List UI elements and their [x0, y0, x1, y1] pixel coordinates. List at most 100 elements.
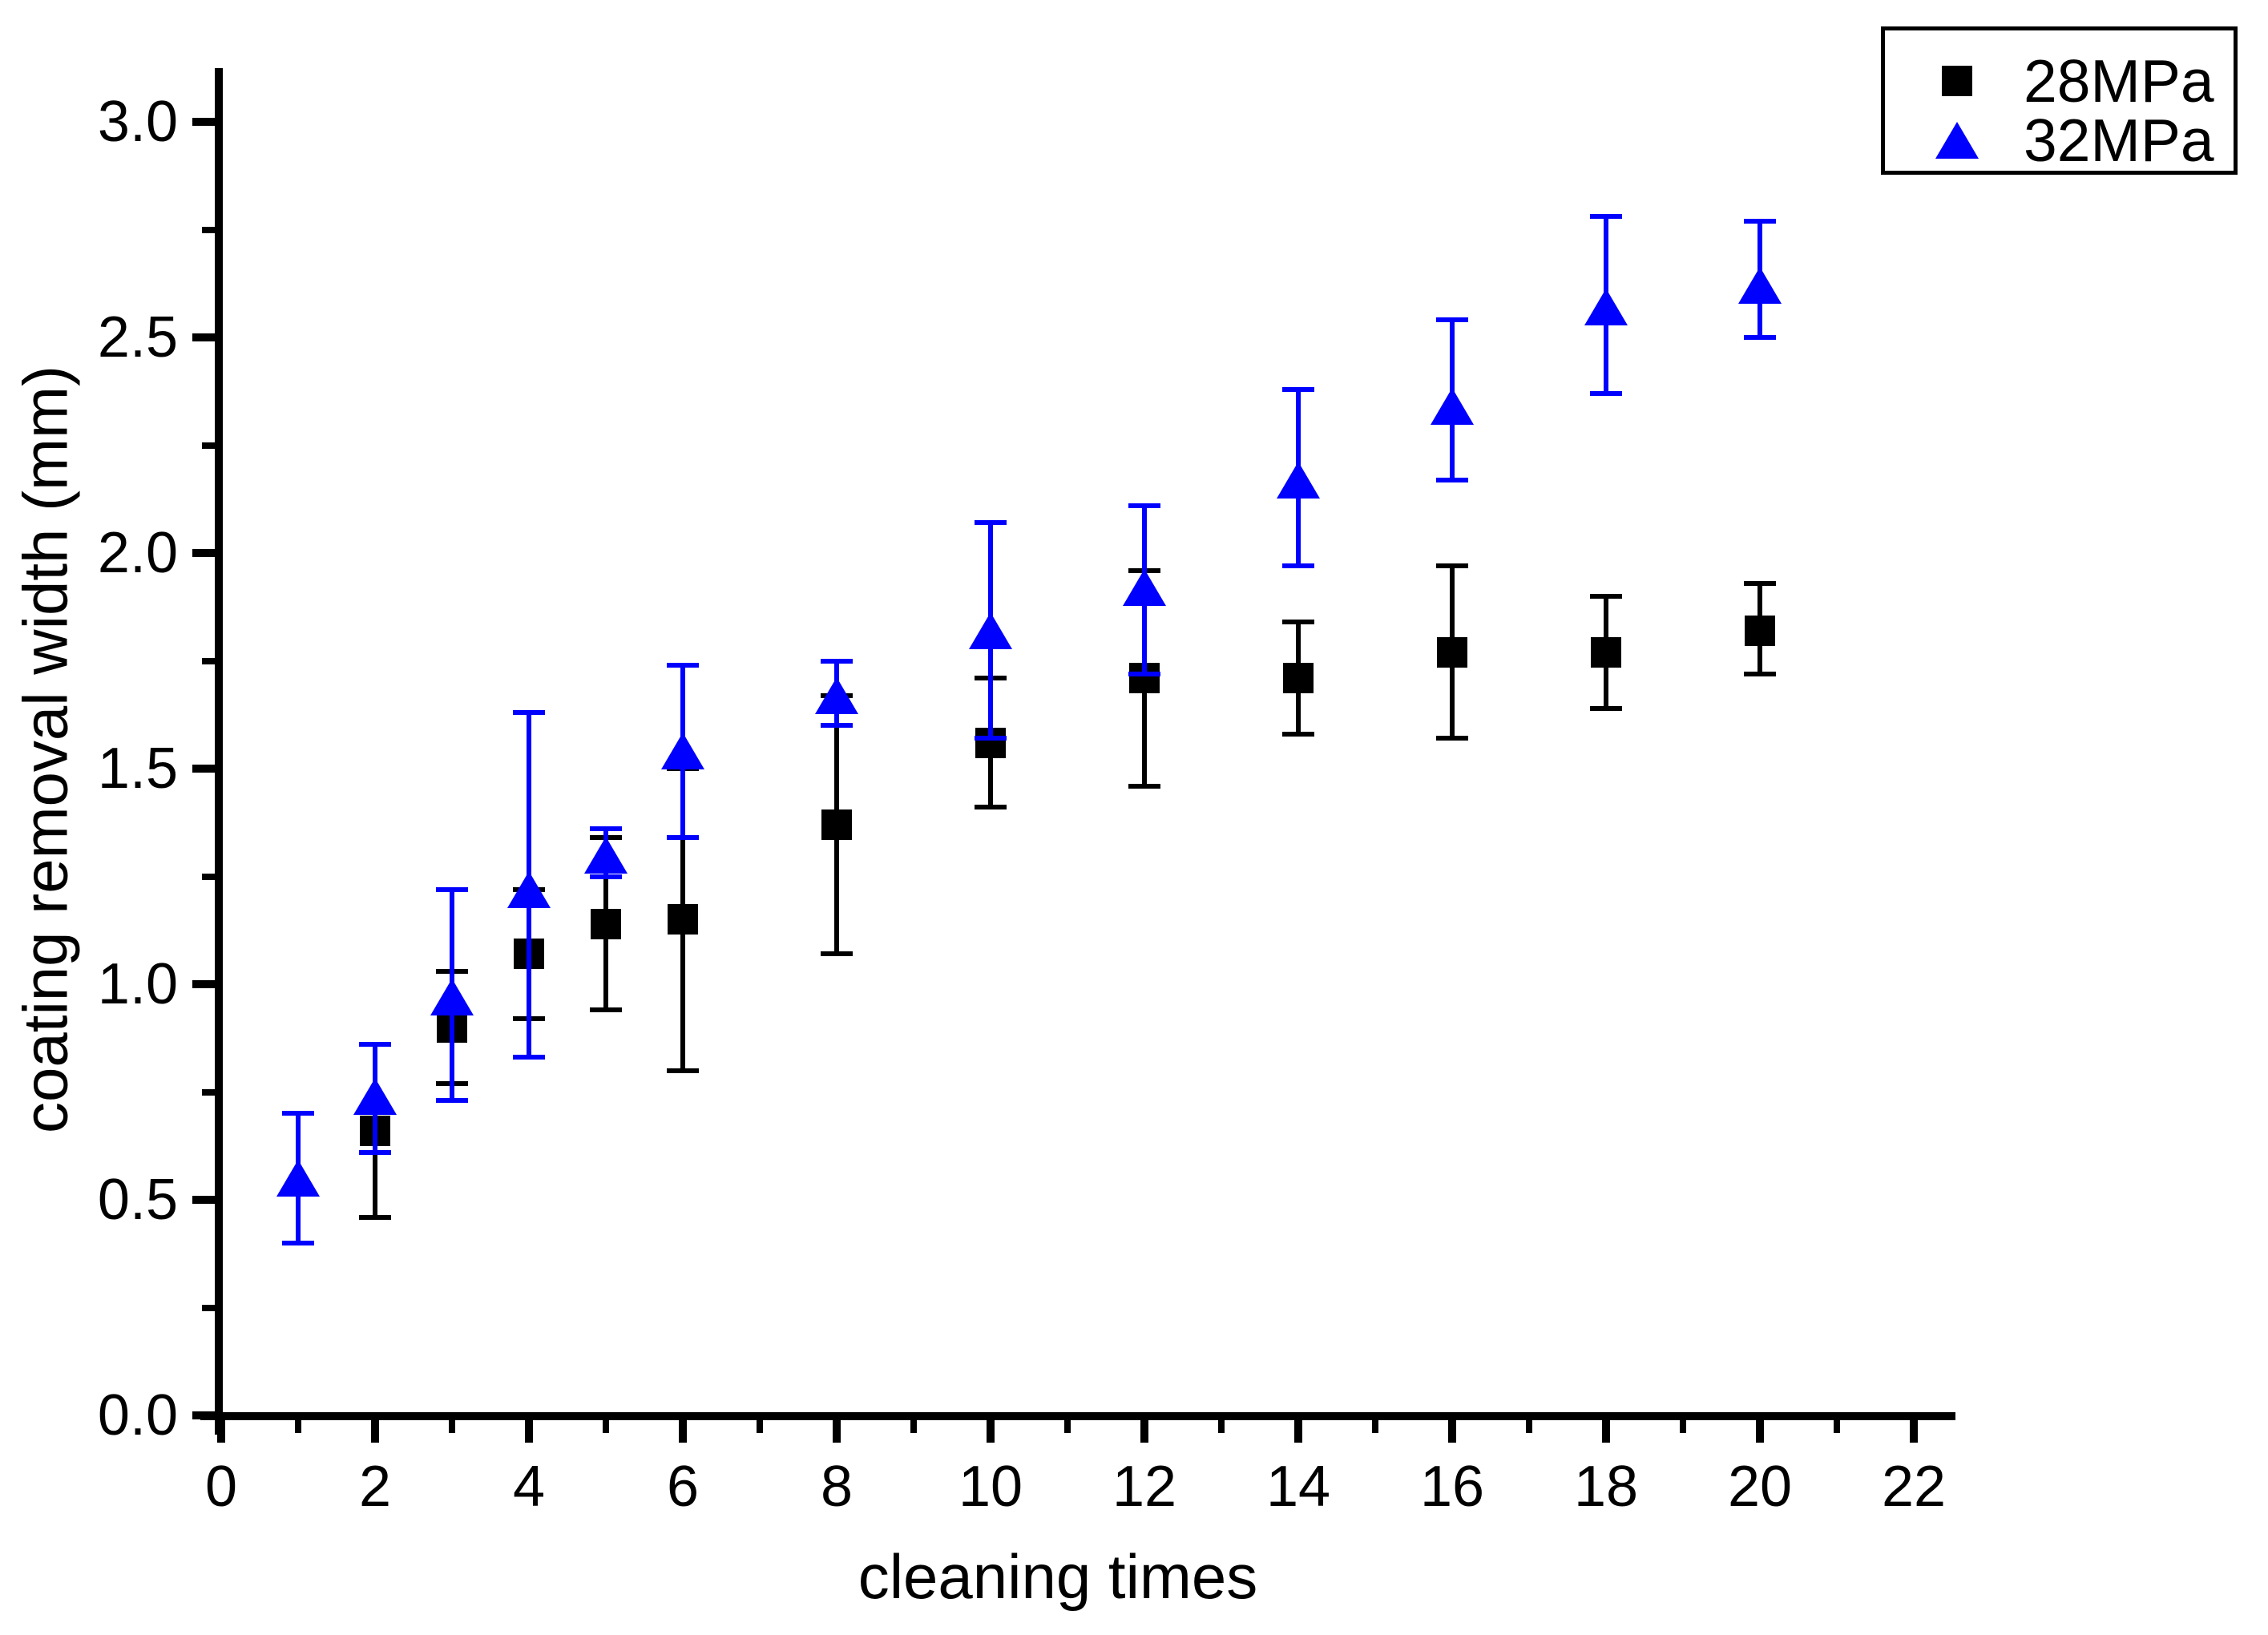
error-cap-top-32MPa: [1436, 317, 1468, 323]
error-cap-top-32MPa: [1590, 214, 1622, 220]
data-point-32MPa: [276, 1160, 320, 1197]
error-cap-bottom-32MPa: [359, 1149, 391, 1155]
y-minor-tick: [202, 226, 215, 233]
error-cap-top-28MPa: [1436, 563, 1468, 569]
legend-label-32mpa: 32MPa: [2024, 107, 2214, 174]
x-tick-label: 12: [1112, 1455, 1177, 1519]
x-minor-tick: [1526, 1420, 1532, 1433]
legend: 28MPa 32MPa: [1881, 26, 2238, 175]
error-cap-top-32MPa: [667, 662, 699, 668]
x-minor-tick: [449, 1420, 455, 1433]
data-point-32MPa: [1584, 289, 1628, 326]
error-cap-bottom-28MPa: [1282, 731, 1314, 737]
error-cap-top-28MPa: [1590, 593, 1622, 599]
x-minor-tick: [603, 1420, 609, 1433]
y-major-tick: [192, 118, 215, 126]
legend-triangle-icon: [1935, 122, 1979, 159]
data-point-32MPa: [969, 612, 1012, 649]
data-point-28MPa: [1745, 615, 1775, 646]
data-point-28MPa: [1283, 663, 1314, 694]
error-cap-bottom-28MPa: [1128, 783, 1160, 789]
error-cap-bottom-32MPa: [590, 874, 622, 879]
error-cap-bottom-28MPa: [667, 1068, 699, 1073]
data-point-32MPa: [1738, 267, 1782, 305]
error-cap-bottom-32MPa: [821, 723, 853, 729]
x-minor-tick: [1218, 1420, 1225, 1433]
x-minor-tick: [1372, 1420, 1378, 1433]
error-cap-bottom-32MPa: [667, 835, 699, 841]
data-point-28MPa: [1591, 636, 1621, 668]
x-tick-label: 22: [1881, 1455, 1947, 1519]
error-cap-bottom-32MPa: [1744, 335, 1776, 340]
data-point-32MPa: [1431, 388, 1474, 426]
error-cap-bottom-28MPa: [590, 1007, 622, 1013]
y-tick-label: 2.0: [97, 521, 178, 585]
x-tick-label: 6: [666, 1455, 700, 1519]
y-major-tick: [192, 765, 215, 773]
x-major-tick: [833, 1420, 841, 1443]
y-tick-label: 0.5: [97, 1168, 178, 1232]
x-major-tick: [371, 1420, 379, 1443]
x-tick-label: 4: [512, 1455, 546, 1519]
y-major-tick: [192, 549, 215, 557]
data-point-28MPa: [668, 904, 698, 935]
y-axis-line: [215, 68, 223, 1435]
error-cap-top-32MPa: [975, 520, 1007, 526]
error-cap-bottom-28MPa: [359, 1214, 391, 1220]
error-cap-bottom-32MPa: [1128, 671, 1160, 676]
error-cap-bottom-32MPa: [513, 1055, 545, 1060]
data-point-28MPa: [591, 908, 621, 939]
x-tick-label: 8: [820, 1455, 854, 1519]
error-cap-bottom-28MPa: [975, 805, 1007, 810]
x-tick-label: 18: [1573, 1455, 1639, 1519]
x-minor-tick: [1834, 1420, 1840, 1433]
error-cap-top-32MPa: [359, 1042, 391, 1048]
x-minor-tick: [910, 1420, 917, 1433]
x-axis-line: [200, 1412, 1955, 1420]
x-major-tick: [217, 1420, 225, 1443]
data-point-32MPa: [584, 836, 628, 874]
error-cap-bottom-28MPa: [1744, 671, 1776, 676]
error-cap-top-32MPa: [821, 658, 853, 664]
y-minor-tick: [202, 1088, 215, 1096]
x-minor-tick: [1064, 1420, 1071, 1433]
y-major-tick: [192, 333, 215, 341]
x-major-tick: [1602, 1420, 1610, 1443]
data-point-28MPa: [1437, 636, 1467, 668]
y-minor-tick: [202, 1304, 215, 1311]
x-tick-label: 14: [1265, 1455, 1331, 1519]
data-point-32MPa: [1277, 461, 1320, 499]
x-major-tick: [987, 1420, 995, 1443]
x-tick-label: 2: [358, 1455, 392, 1519]
y-tick-label: 1.0: [97, 952, 178, 1016]
error-cap-bottom-32MPa: [282, 1240, 314, 1245]
x-major-tick: [525, 1420, 533, 1443]
error-cap-bottom-28MPa: [821, 951, 853, 957]
x-tick-label: 10: [958, 1455, 1023, 1519]
data-point-32MPa: [430, 979, 474, 1016]
x-major-tick: [1294, 1420, 1302, 1443]
y-tick-label: 3.0: [97, 90, 178, 154]
y-axis-title: coating removal width (mm): [10, 365, 81, 1133]
x-minor-tick: [757, 1420, 763, 1433]
error-cap-top-32MPa: [1128, 503, 1160, 508]
x-minor-tick: [1680, 1420, 1686, 1433]
legend-square-icon: [1942, 66, 1972, 96]
data-point-28MPa: [821, 809, 852, 840]
error-cap-bottom-28MPa: [1590, 705, 1622, 711]
x-tick-label: 16: [1419, 1455, 1485, 1519]
error-cap-top-32MPa: [436, 886, 468, 892]
error-cap-top-32MPa: [1282, 386, 1314, 392]
legend-label-28mpa: 28MPa: [2024, 47, 2214, 115]
data-point-32MPa: [1123, 569, 1166, 607]
error-cap-top-32MPa: [282, 1111, 314, 1116]
x-tick-label: 20: [1727, 1455, 1793, 1519]
y-major-tick: [192, 980, 215, 988]
y-minor-tick: [202, 657, 215, 664]
error-cap-top-32MPa: [513, 710, 545, 716]
y-major-tick: [192, 1196, 215, 1204]
error-cap-bottom-32MPa: [1590, 390, 1622, 396]
x-minor-tick: [295, 1420, 301, 1433]
error-cap-top-32MPa: [590, 826, 622, 832]
